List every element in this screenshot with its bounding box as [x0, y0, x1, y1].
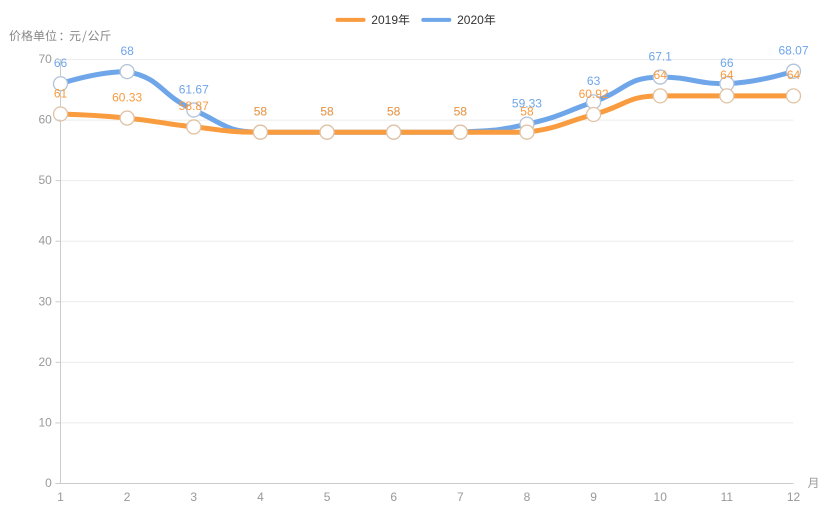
svg-text:10: 10	[654, 490, 668, 504]
svg-text:64: 64	[720, 68, 734, 82]
svg-text:66: 66	[54, 56, 68, 70]
svg-text:58: 58	[387, 104, 401, 118]
svg-text:12: 12	[787, 490, 801, 504]
svg-text:61.67: 61.67	[179, 82, 209, 96]
svg-text:20: 20	[38, 355, 52, 369]
svg-text:61: 61	[54, 86, 68, 100]
svg-text:64: 64	[787, 68, 801, 82]
svg-text:4: 4	[257, 490, 264, 504]
svg-text:68.07: 68.07	[778, 43, 808, 57]
svg-text:70: 70	[38, 52, 52, 66]
svg-text:68: 68	[120, 44, 134, 58]
svg-text:58.87: 58.87	[179, 99, 209, 113]
svg-text:11: 11	[721, 490, 734, 504]
svg-text:8: 8	[524, 490, 531, 504]
svg-text:2020: 2020	[457, 13, 484, 27]
svg-text:40: 40	[38, 234, 52, 248]
svg-text:58: 58	[254, 104, 268, 118]
svg-text:3: 3	[190, 490, 197, 504]
svg-text:58: 58	[320, 104, 334, 118]
svg-text:67.1: 67.1	[649, 49, 673, 63]
svg-text:1: 1	[57, 490, 64, 504]
svg-text:58: 58	[254, 104, 268, 118]
svg-text:60.33: 60.33	[112, 90, 142, 104]
svg-text:30: 30	[38, 294, 52, 308]
svg-text:5: 5	[324, 490, 331, 504]
svg-text:58: 58	[454, 104, 468, 118]
svg-text:2019: 2019	[371, 13, 398, 27]
svg-text:60.92: 60.92	[579, 87, 609, 101]
svg-text:63: 63	[587, 74, 601, 88]
svg-text:50: 50	[38, 173, 52, 187]
svg-text:7: 7	[457, 490, 464, 504]
svg-text:9: 9	[590, 490, 597, 504]
svg-text:6: 6	[390, 490, 397, 504]
svg-text:58: 58	[387, 104, 401, 118]
svg-text:64: 64	[654, 68, 668, 82]
svg-text:10: 10	[38, 415, 52, 429]
svg-text:58: 58	[520, 104, 534, 118]
svg-text:59.33: 59.33	[512, 96, 542, 110]
svg-text:58: 58	[320, 104, 334, 118]
svg-text:0: 0	[45, 476, 52, 490]
svg-text:60: 60	[38, 113, 52, 127]
svg-text:2: 2	[124, 490, 131, 504]
svg-text:66: 66	[720, 56, 734, 70]
svg-text:58: 58	[454, 104, 468, 118]
